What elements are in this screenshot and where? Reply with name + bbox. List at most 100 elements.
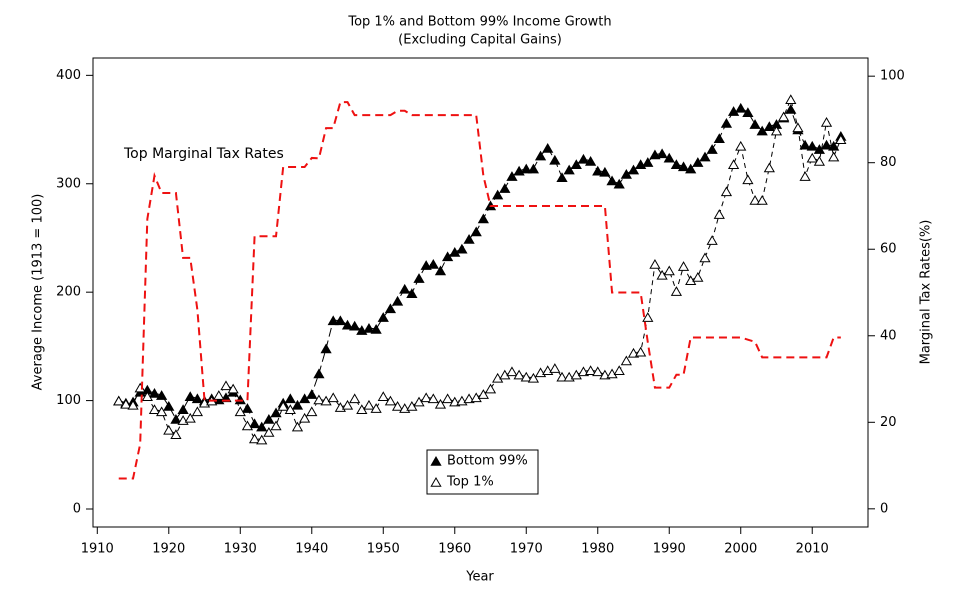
data-point (456, 243, 468, 254)
x-tick-label: 1950 (367, 542, 400, 557)
x-tick-label: 1990 (653, 542, 686, 557)
data-point (627, 347, 640, 358)
data-point (720, 118, 733, 128)
data-point (527, 163, 540, 174)
data-point (735, 140, 747, 151)
x-tick-label: 1930 (224, 542, 257, 557)
legend-box (426, 449, 539, 495)
y-tick-label: 300 (56, 176, 81, 191)
data-point (613, 365, 625, 375)
data-point (506, 171, 518, 181)
data-point (327, 315, 339, 326)
data-point (341, 399, 354, 410)
data-point (742, 107, 754, 117)
y2-tick-label: 40 (880, 328, 897, 343)
data-point (663, 265, 675, 276)
data-point (570, 159, 582, 169)
data-point (399, 283, 411, 294)
data-point (291, 421, 304, 432)
data-point (306, 389, 318, 399)
data-point (191, 406, 203, 417)
legend-label: Bottom 99% (447, 454, 528, 469)
data-point (835, 134, 847, 145)
data-point (163, 401, 175, 411)
data-point (592, 366, 604, 377)
data-point (806, 152, 818, 163)
data-point (248, 433, 261, 444)
data-point (584, 155, 597, 166)
data-point (642, 312, 654, 322)
x-tick-label: 2000 (724, 542, 757, 557)
data-point (134, 382, 146, 393)
data-point (692, 271, 704, 282)
data-point (820, 116, 833, 127)
data-point (584, 365, 597, 375)
data-point (828, 140, 840, 151)
data-point (427, 258, 439, 269)
data-point (520, 163, 532, 174)
data-point (341, 319, 354, 330)
data-point (256, 434, 268, 445)
data-point (220, 380, 232, 391)
legend-label: Top 1% (446, 475, 494, 490)
data-point (391, 295, 404, 306)
data-point (756, 195, 768, 205)
y2-tick-label: 20 (880, 415, 897, 430)
data-point (635, 346, 647, 357)
data-point (727, 159, 740, 169)
data-point (492, 189, 504, 200)
data-point (713, 209, 725, 219)
data-point (299, 412, 311, 423)
data-point (191, 393, 203, 404)
data-point (627, 164, 640, 175)
data-point (449, 396, 461, 407)
data-point (785, 94, 797, 104)
data-point (527, 372, 540, 383)
y2-tick-label: 80 (880, 155, 897, 170)
data-point (692, 157, 704, 167)
data-point (434, 265, 447, 276)
data-point (427, 393, 439, 404)
data-point (749, 195, 761, 205)
data-point (513, 369, 525, 380)
data-point (706, 235, 718, 245)
data-point (799, 171, 811, 181)
y-axis-label: Average Income (1913 = 100) (31, 194, 46, 391)
data-point (170, 429, 182, 439)
data-point (534, 150, 547, 161)
data-point (670, 159, 683, 169)
data-point (241, 420, 254, 431)
data-point (563, 164, 575, 175)
data-point (556, 371, 568, 382)
data-point (441, 393, 454, 404)
data-point (391, 401, 404, 411)
data-point (349, 393, 361, 404)
data-point (377, 312, 389, 322)
data-point (184, 391, 196, 402)
data-point (720, 186, 733, 197)
y2-tick-label: 100 (880, 69, 905, 84)
data-point (770, 125, 783, 136)
data-point (384, 395, 397, 406)
data-point (277, 401, 289, 411)
data-point (234, 394, 246, 405)
y-tick-label: 100 (56, 393, 81, 408)
y-tick-label: 400 (56, 68, 81, 83)
data-point (613, 178, 625, 189)
data-point (248, 418, 261, 429)
data-point (377, 391, 389, 402)
data-point (685, 163, 697, 174)
data-point (813, 155, 825, 166)
chart-subtitle: (Excluding Capital Gains) (398, 33, 562, 48)
data-point (484, 383, 497, 394)
data-point (735, 102, 747, 113)
data-point (599, 166, 611, 177)
series-line (118, 101, 841, 480)
data-point (284, 404, 296, 415)
data-point (349, 320, 361, 331)
data-point (806, 140, 818, 151)
data-point (163, 424, 175, 435)
data-point (477, 213, 489, 224)
data-point (649, 149, 661, 160)
